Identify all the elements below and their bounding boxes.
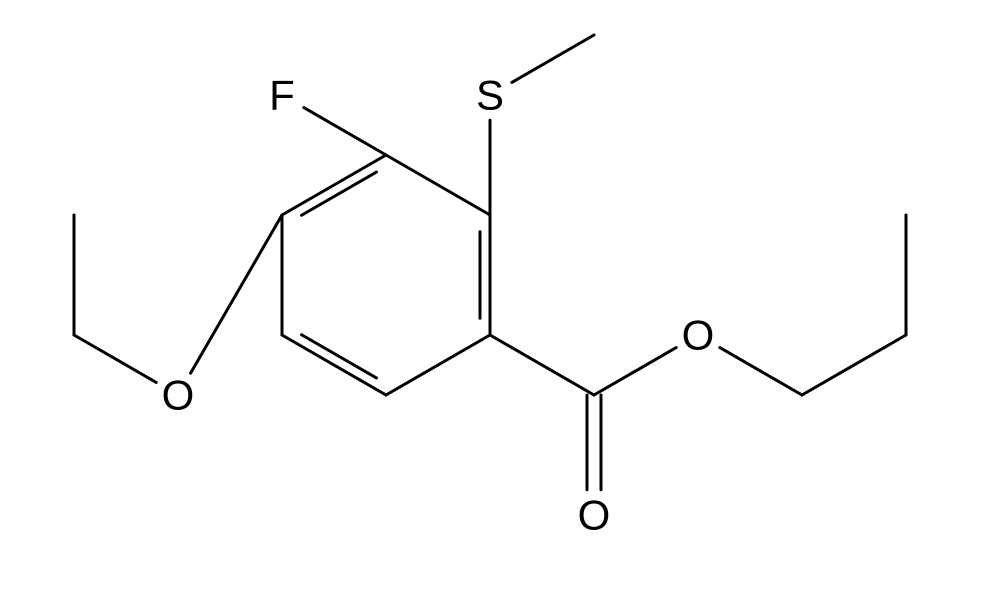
atom-label-f: F (269, 72, 295, 119)
atom-label-o: O (682, 312, 715, 359)
atom-label-o: O (162, 372, 195, 419)
atom-label-o: O (578, 492, 611, 539)
labels-layer: S F O O O (162, 72, 715, 539)
atom-label-s: S (476, 72, 504, 119)
molecule-diagram: S F O O O (0, 0, 993, 598)
